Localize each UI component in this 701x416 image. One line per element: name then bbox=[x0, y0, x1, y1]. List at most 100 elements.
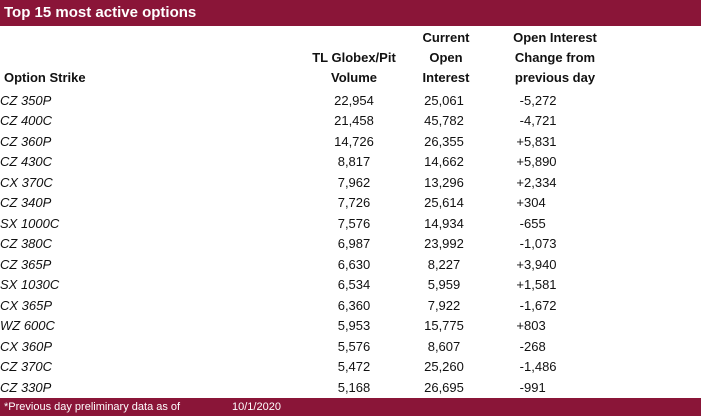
header-oi-line-2: Open bbox=[429, 50, 463, 65]
table-row: WZ 600C 5,953 15,775 +803 bbox=[0, 316, 604, 337]
table-row: CZ 360P 14,726 26,355 +5,831 bbox=[0, 131, 604, 152]
header-volume: TL Globex/Pit Volume bbox=[300, 48, 408, 88]
volume-cell: 14,726 bbox=[334, 133, 374, 149]
table-row: CZ 400C 21,458 45,782 -4,721 bbox=[0, 111, 604, 132]
volume-cell: 6,360 bbox=[337, 297, 371, 313]
option-strike-cell: CZ 370C bbox=[0, 359, 53, 375]
open-interest-cell: 26,355 bbox=[424, 133, 464, 149]
open-interest-cell: 23,992 bbox=[424, 236, 464, 252]
open-interest-cell: 25,061 bbox=[424, 92, 464, 108]
change-sign-cell: + bbox=[516, 154, 524, 170]
open-interest-cell: 5,959 bbox=[427, 277, 461, 293]
volume-cell: 6,630 bbox=[337, 256, 371, 272]
volume-cell: 5,472 bbox=[337, 359, 371, 375]
open-interest-cell: 8,227 bbox=[427, 256, 461, 272]
change-sign-cell: + bbox=[516, 256, 524, 272]
table-row: CZ 340P 7,726 25,614 +304 bbox=[0, 193, 604, 214]
option-strike-cell: CZ 360P bbox=[0, 133, 52, 149]
volume-cell: 7,962 bbox=[337, 174, 371, 190]
footer-date: 10/1/2020 bbox=[232, 401, 281, 413]
option-strike-cell: CX 365P bbox=[0, 297, 53, 313]
option-strike-cell: CZ 350P bbox=[0, 92, 52, 108]
oi-change-cell: 5,890 bbox=[524, 154, 557, 170]
oi-change-cell: 803 bbox=[524, 318, 546, 334]
option-strike-cell: WZ 600C bbox=[0, 318, 55, 334]
volume-cell: 8,817 bbox=[337, 154, 371, 170]
change-sign-cell: - bbox=[519, 359, 524, 375]
change-sign-cell: + bbox=[516, 277, 524, 293]
change-sign-cell: + bbox=[516, 318, 524, 334]
oi-change-cell: 1,581 bbox=[524, 277, 557, 293]
volume-cell: 21,458 bbox=[334, 113, 374, 129]
change-sign-cell: - bbox=[519, 215, 524, 231]
oi-change-cell: 3,940 bbox=[524, 256, 557, 272]
option-strike-cell: CZ 400C bbox=[0, 113, 53, 129]
table-row: CZ 380C 6,987 23,992 -1,073 bbox=[0, 234, 604, 255]
header-oi-line-3: Interest bbox=[422, 70, 470, 85]
option-strike-cell: CZ 340P bbox=[0, 195, 52, 211]
table-row: CX 365P 6,360 7,922 -1,672 bbox=[0, 295, 604, 316]
option-strike-cell: SX 1030C bbox=[0, 277, 60, 293]
open-interest-cell: 13,296 bbox=[424, 174, 464, 190]
open-interest-cell: 15,775 bbox=[424, 318, 464, 334]
option-strike-cell: CX 360P bbox=[0, 338, 53, 354]
options-table-body: CZ 350P 22,954 25,061-5,272 CZ 400C 21,458 45… bbox=[0, 90, 604, 398]
volume-cell: 6,534 bbox=[337, 277, 371, 293]
oi-change-cell: 268 bbox=[524, 338, 546, 354]
header-chg-line-2: Change from bbox=[514, 50, 596, 65]
table-row: CZ 330P 5,168 26,695 -991 bbox=[0, 377, 604, 398]
change-sign-cell: - bbox=[519, 113, 524, 129]
header-open-interest: Current Open Interest bbox=[410, 28, 482, 88]
open-interest-cell: 25,614 bbox=[424, 195, 464, 211]
open-interest-cell: 45,782 bbox=[424, 113, 464, 129]
volume-cell: 6,987 bbox=[337, 236, 371, 252]
table-row: CX 360P 5,576 8,607 -268 bbox=[0, 336, 604, 357]
table-row: SX 1030C 6,534 5,959 +1,581 bbox=[0, 275, 604, 296]
oi-change-cell: 1,672 bbox=[524, 297, 557, 313]
change-sign-cell: + bbox=[516, 195, 524, 211]
open-interest-cell: 26,695 bbox=[424, 379, 464, 395]
table-row: CZ 430C 8,817 14,662 +5,890 bbox=[0, 152, 604, 173]
table-row: SX 1000C 7,576 14,934 -655 bbox=[0, 213, 604, 234]
change-sign-cell: - bbox=[519, 92, 524, 108]
header-chg-line-3: previous day bbox=[514, 70, 596, 85]
option-strike-cell: CZ 430C bbox=[0, 154, 53, 170]
option-strike-cell: SX 1000C bbox=[0, 215, 60, 231]
open-interest-cell: 14,934 bbox=[424, 215, 464, 231]
header-oi-line-1: Current bbox=[422, 30, 470, 45]
volume-cell: 5,576 bbox=[337, 338, 371, 354]
header-chg-line-1: Open Interest bbox=[513, 30, 597, 45]
footer-bar: *Previous day preliminary data as of 10/… bbox=[0, 398, 701, 416]
volume-cell: 7,726 bbox=[337, 195, 371, 211]
table-row: CZ 350P 22,954 25,061 -5,272 bbox=[0, 90, 604, 111]
change-sign-cell: + bbox=[516, 133, 524, 149]
open-interest-cell: 25,260 bbox=[424, 359, 464, 375]
oi-change-cell: 304 bbox=[524, 195, 546, 211]
volume-cell: 5,953 bbox=[337, 318, 371, 334]
volume-cell: 5,168 bbox=[337, 379, 371, 395]
oi-change-cell: 1,073 bbox=[524, 236, 557, 252]
oi-change-cell: 4,721 bbox=[524, 113, 557, 129]
footer-note: *Previous day preliminary data as of bbox=[4, 401, 181, 413]
table-row: CZ 370C 5,472 25,260 -1,486 bbox=[0, 357, 604, 378]
change-sign-cell: - bbox=[519, 379, 524, 395]
header-volume-line-2: Volume bbox=[331, 70, 377, 85]
oi-change-cell: 5,272 bbox=[524, 92, 557, 108]
volume-cell: 22,954 bbox=[334, 92, 374, 108]
option-strike-cell: CZ 365P bbox=[0, 256, 52, 272]
table-row: CX 370C 7,962 13,296 +2,334 bbox=[0, 172, 604, 193]
oi-change-cell: 655 bbox=[524, 215, 546, 231]
option-strike-cell: CZ 330P bbox=[0, 379, 52, 395]
oi-change-cell: 2,334 bbox=[524, 174, 557, 190]
open-interest-cell: 8,607 bbox=[427, 338, 461, 354]
oi-change-cell: 991 bbox=[524, 379, 546, 395]
header-volume-line-1: TL Globex/Pit bbox=[312, 50, 396, 65]
change-sign-cell: + bbox=[516, 174, 524, 190]
oi-change-cell: 1,486 bbox=[524, 359, 557, 375]
change-sign-cell: - bbox=[519, 338, 524, 354]
open-interest-cell: 7,922 bbox=[427, 297, 461, 313]
option-strike-cell: CZ 380C bbox=[0, 236, 53, 252]
volume-cell: 7,576 bbox=[337, 215, 371, 231]
header-oi-change: Open Interest Change from previous day bbox=[490, 28, 620, 88]
header-option-strike: Option Strike bbox=[4, 70, 86, 85]
